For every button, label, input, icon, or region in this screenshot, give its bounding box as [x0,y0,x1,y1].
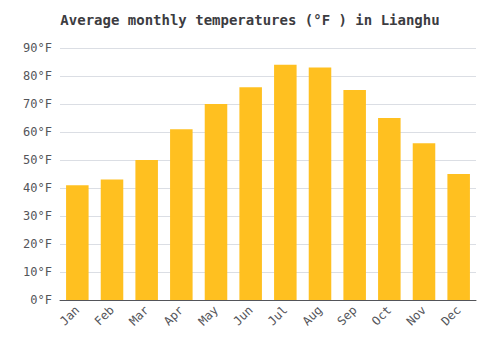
svg-text:70°F: 70°F [23,97,52,111]
svg-text:Jul: Jul [265,303,290,328]
svg-text:30°F: 30°F [23,209,52,223]
svg-text:Sep: Sep [334,303,359,328]
svg-text:Nov: Nov [404,303,429,328]
svg-text:May: May [196,303,221,328]
svg-text:20°F: 20°F [23,237,52,251]
svg-text:40°F: 40°F [23,181,52,195]
svg-text:Jan: Jan [57,303,82,328]
svg-text:Dec: Dec [438,303,463,328]
svg-text:0°F: 0°F [30,293,52,307]
svg-text:80°F: 80°F [23,69,52,83]
svg-text:50°F: 50°F [23,153,52,167]
svg-text:Oct: Oct [369,303,394,328]
svg-text:90°F: 90°F [23,41,52,55]
svg-text:Apr: Apr [161,303,186,328]
svg-text:10°F: 10°F [23,265,52,279]
svg-text:Average monthly temperatures (: Average monthly temperatures (°F ) in Li… [60,12,439,28]
svg-text:Aug: Aug [300,303,325,328]
svg-text:60°F: 60°F [23,125,52,139]
svg-text:Jun: Jun [230,303,255,328]
svg-text:Mar: Mar [126,303,151,328]
svg-text:Feb: Feb [92,303,117,328]
